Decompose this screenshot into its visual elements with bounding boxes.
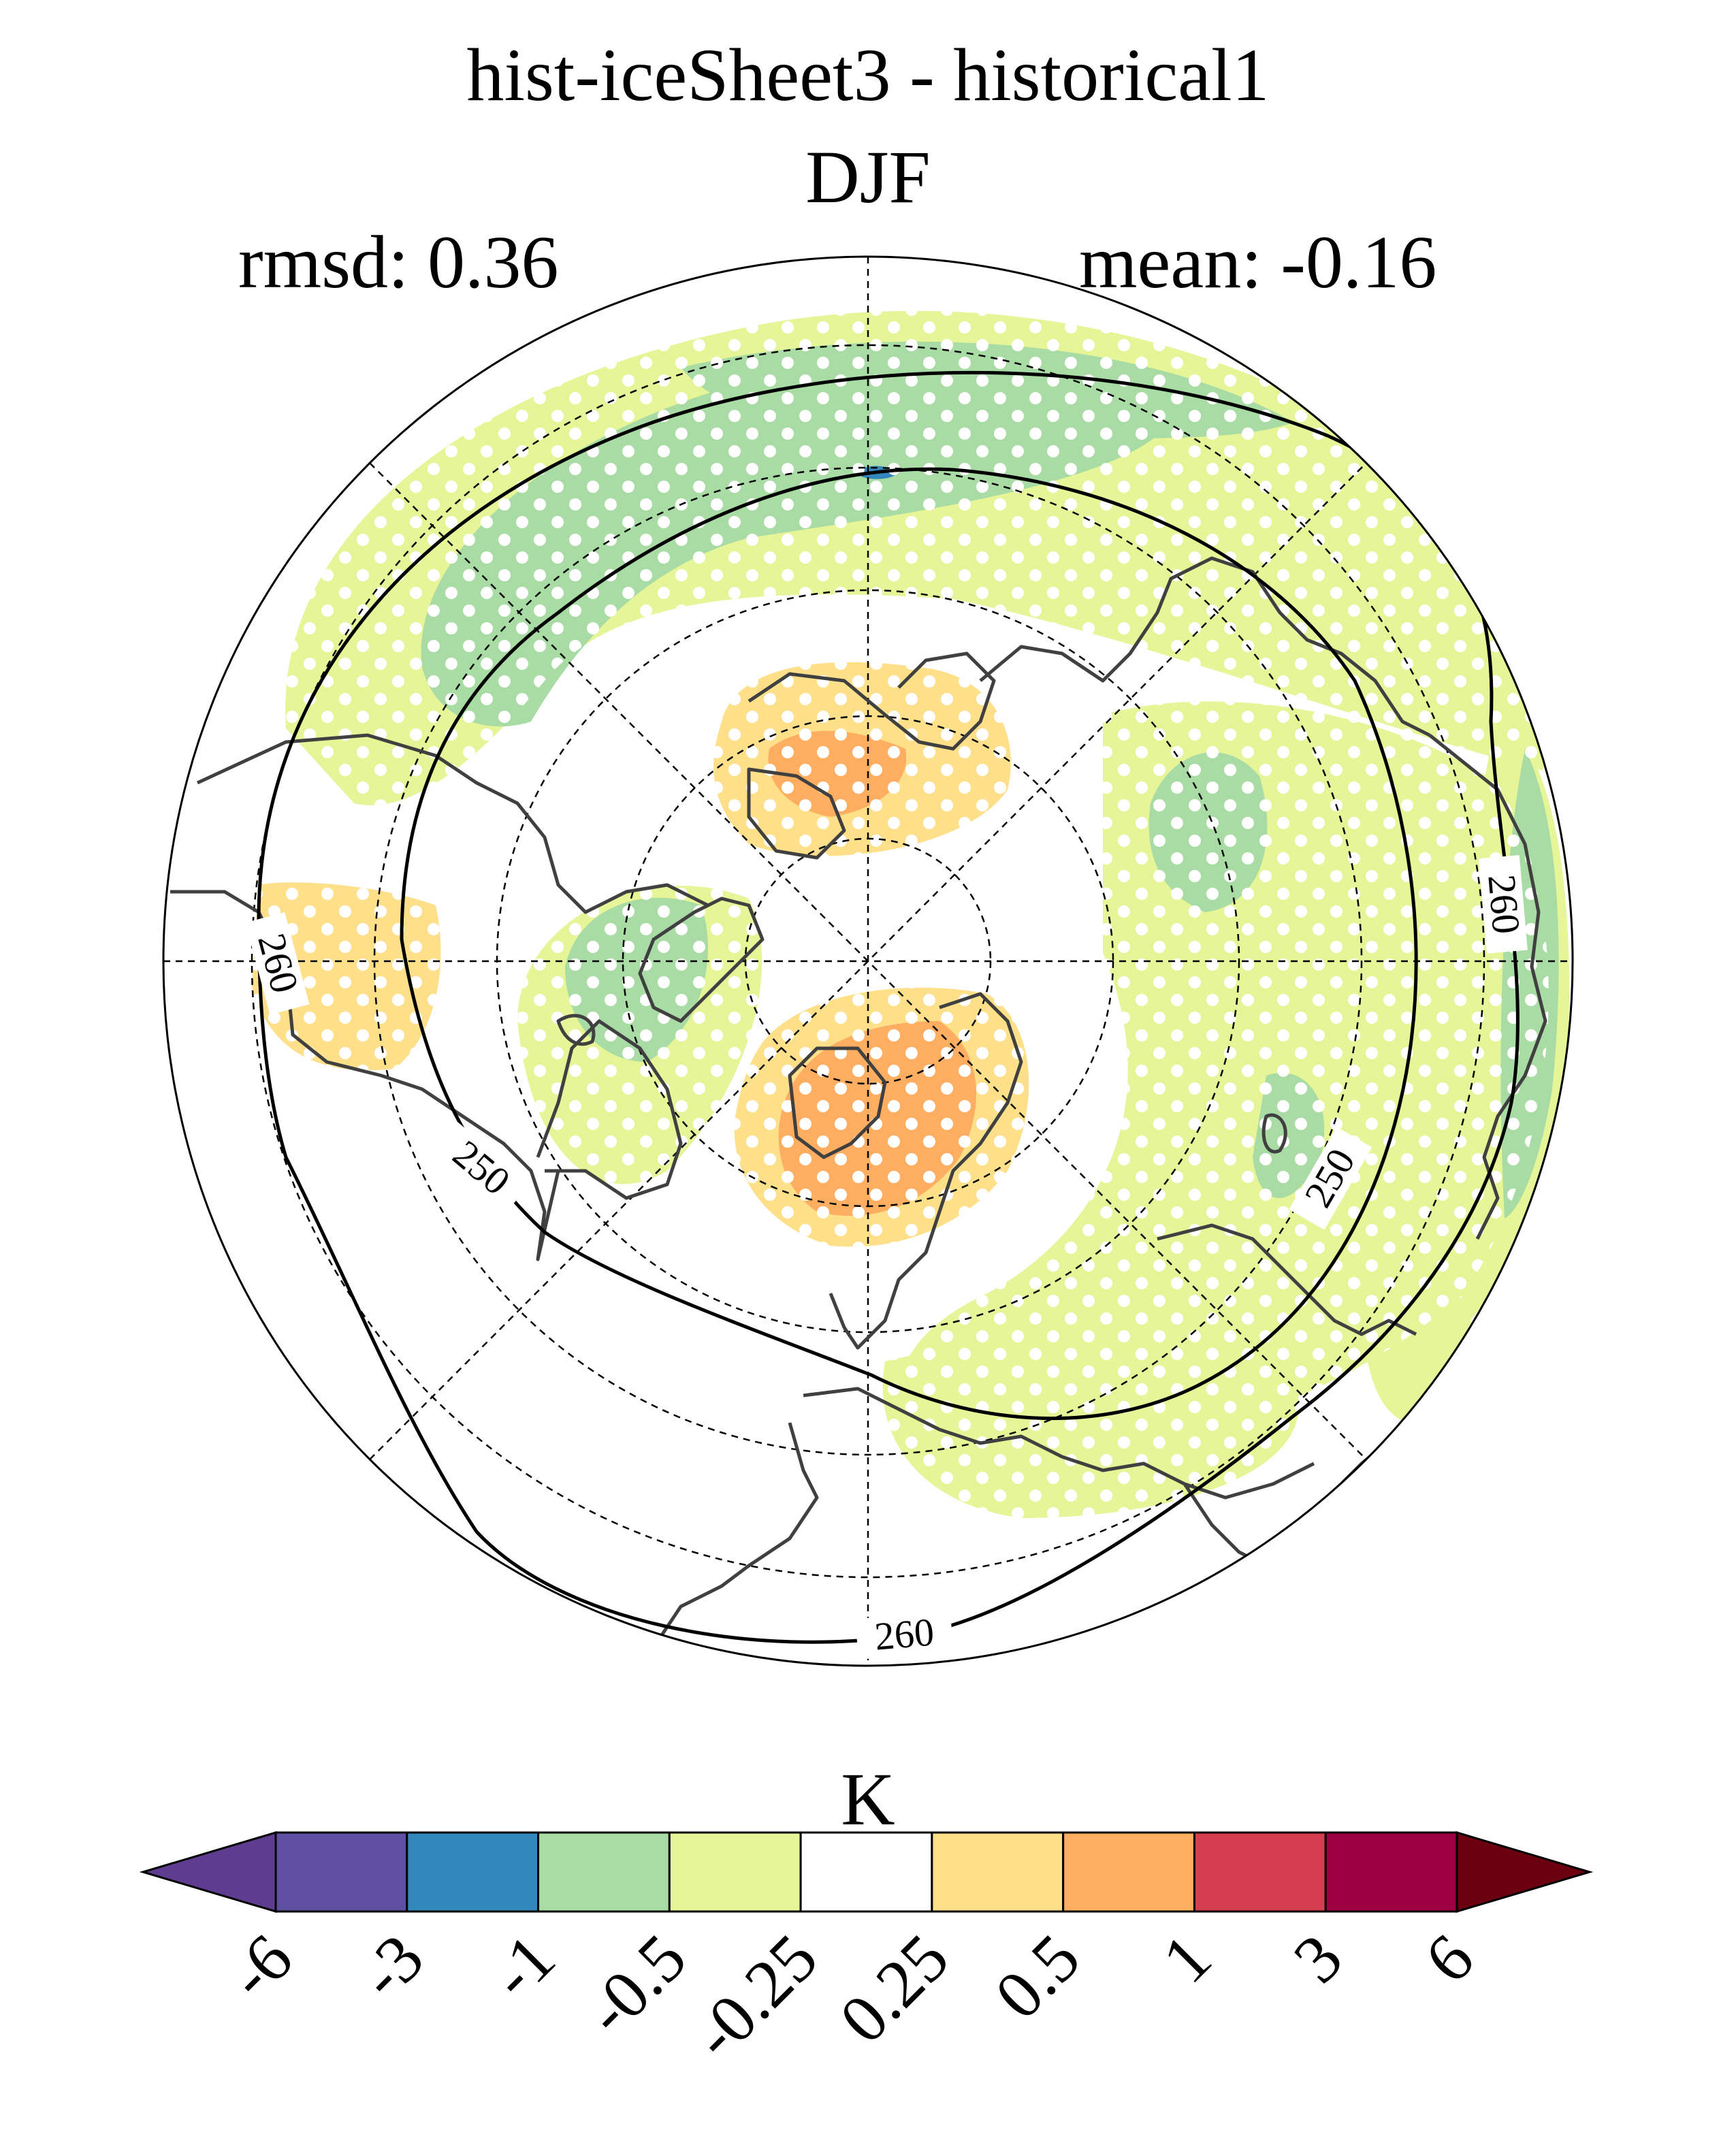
colorbar-tick-label: -6: [213, 1920, 306, 2013]
contour-260-outer: [257, 370, 1520, 1644]
colorbar-unit-label: K: [841, 1758, 895, 1841]
coast-alaska: [196, 733, 709, 914]
coast-hudson: [556, 1014, 596, 1046]
colorbar-box: [1062, 1831, 1195, 1913]
coast-east-asia: [1428, 734, 1547, 1240]
map-boundary: [162, 255, 1574, 1667]
colorbar-box: [274, 1831, 408, 1913]
coast-greenland: [748, 651, 996, 751]
polar-map: 260 260 260 250 250: [162, 255, 1574, 1667]
contour-label: 260: [1479, 873, 1528, 935]
rmsd-label: rmsd: 0.36: [238, 221, 559, 304]
contour-250: [400, 467, 1418, 1421]
coast-north-america: [536, 1019, 683, 1200]
colorbar-boxes: [139, 1830, 1594, 1914]
colorbar-tick-label: 6: [1411, 1920, 1488, 1997]
coast-greenland-2: [747, 767, 846, 860]
colorbar-box: [668, 1831, 802, 1913]
mean-label: mean: -0.16: [1079, 221, 1437, 304]
colorbar-box: [1324, 1831, 1458, 1913]
colorbar-tick-label: -3: [344, 1920, 438, 2013]
coast-caspian: [1261, 1113, 1287, 1154]
coast-africa: [652, 1422, 819, 1649]
coast-south-asia: [1157, 1223, 1417, 1336]
colorbar-box: [799, 1831, 933, 1913]
colorbar-extend-high: [1456, 1830, 1594, 1914]
colorbar-tick-label: -0.25: [678, 1920, 832, 2073]
colorbar-tick-label: -0.5: [570, 1920, 700, 2049]
colorbar-tick-label: 0.5: [980, 1920, 1094, 2033]
colorbar-box: [537, 1831, 671, 1913]
climatology-contours: [257, 370, 1520, 1644]
coast-europe-north: [829, 992, 1023, 1350]
map-subtitle: DJF: [805, 135, 931, 219]
coast-mediterranean: [803, 1387, 1315, 1500]
coast-scandinavia: [788, 1046, 887, 1159]
colorbar-tick-label: 1: [1148, 1920, 1225, 1997]
coast-siberia: [979, 556, 1431, 737]
coast-canada-islands: [638, 897, 765, 1023]
colorbar-box: [931, 1831, 1065, 1913]
map-title: hist-iceSheet3 - historical1: [466, 33, 1270, 116]
contour-label: 260: [873, 1609, 935, 1658]
colorbar-box: [1193, 1831, 1327, 1913]
colorbar-tick-label: 0.25: [825, 1920, 963, 2057]
colorbar-extend-low: [139, 1830, 277, 1914]
colorbar-box: [406, 1831, 540, 1913]
significance-stippling: [252, 310, 1573, 1518]
colorbar-ticks: -6 -3 -1 -0.5-0.250.25 0.5 1 3 6: [213, 1920, 1488, 2073]
colorbar-tick-label: 3: [1279, 1920, 1357, 1997]
colorbar-tick-label: -1: [476, 1920, 569, 2013]
